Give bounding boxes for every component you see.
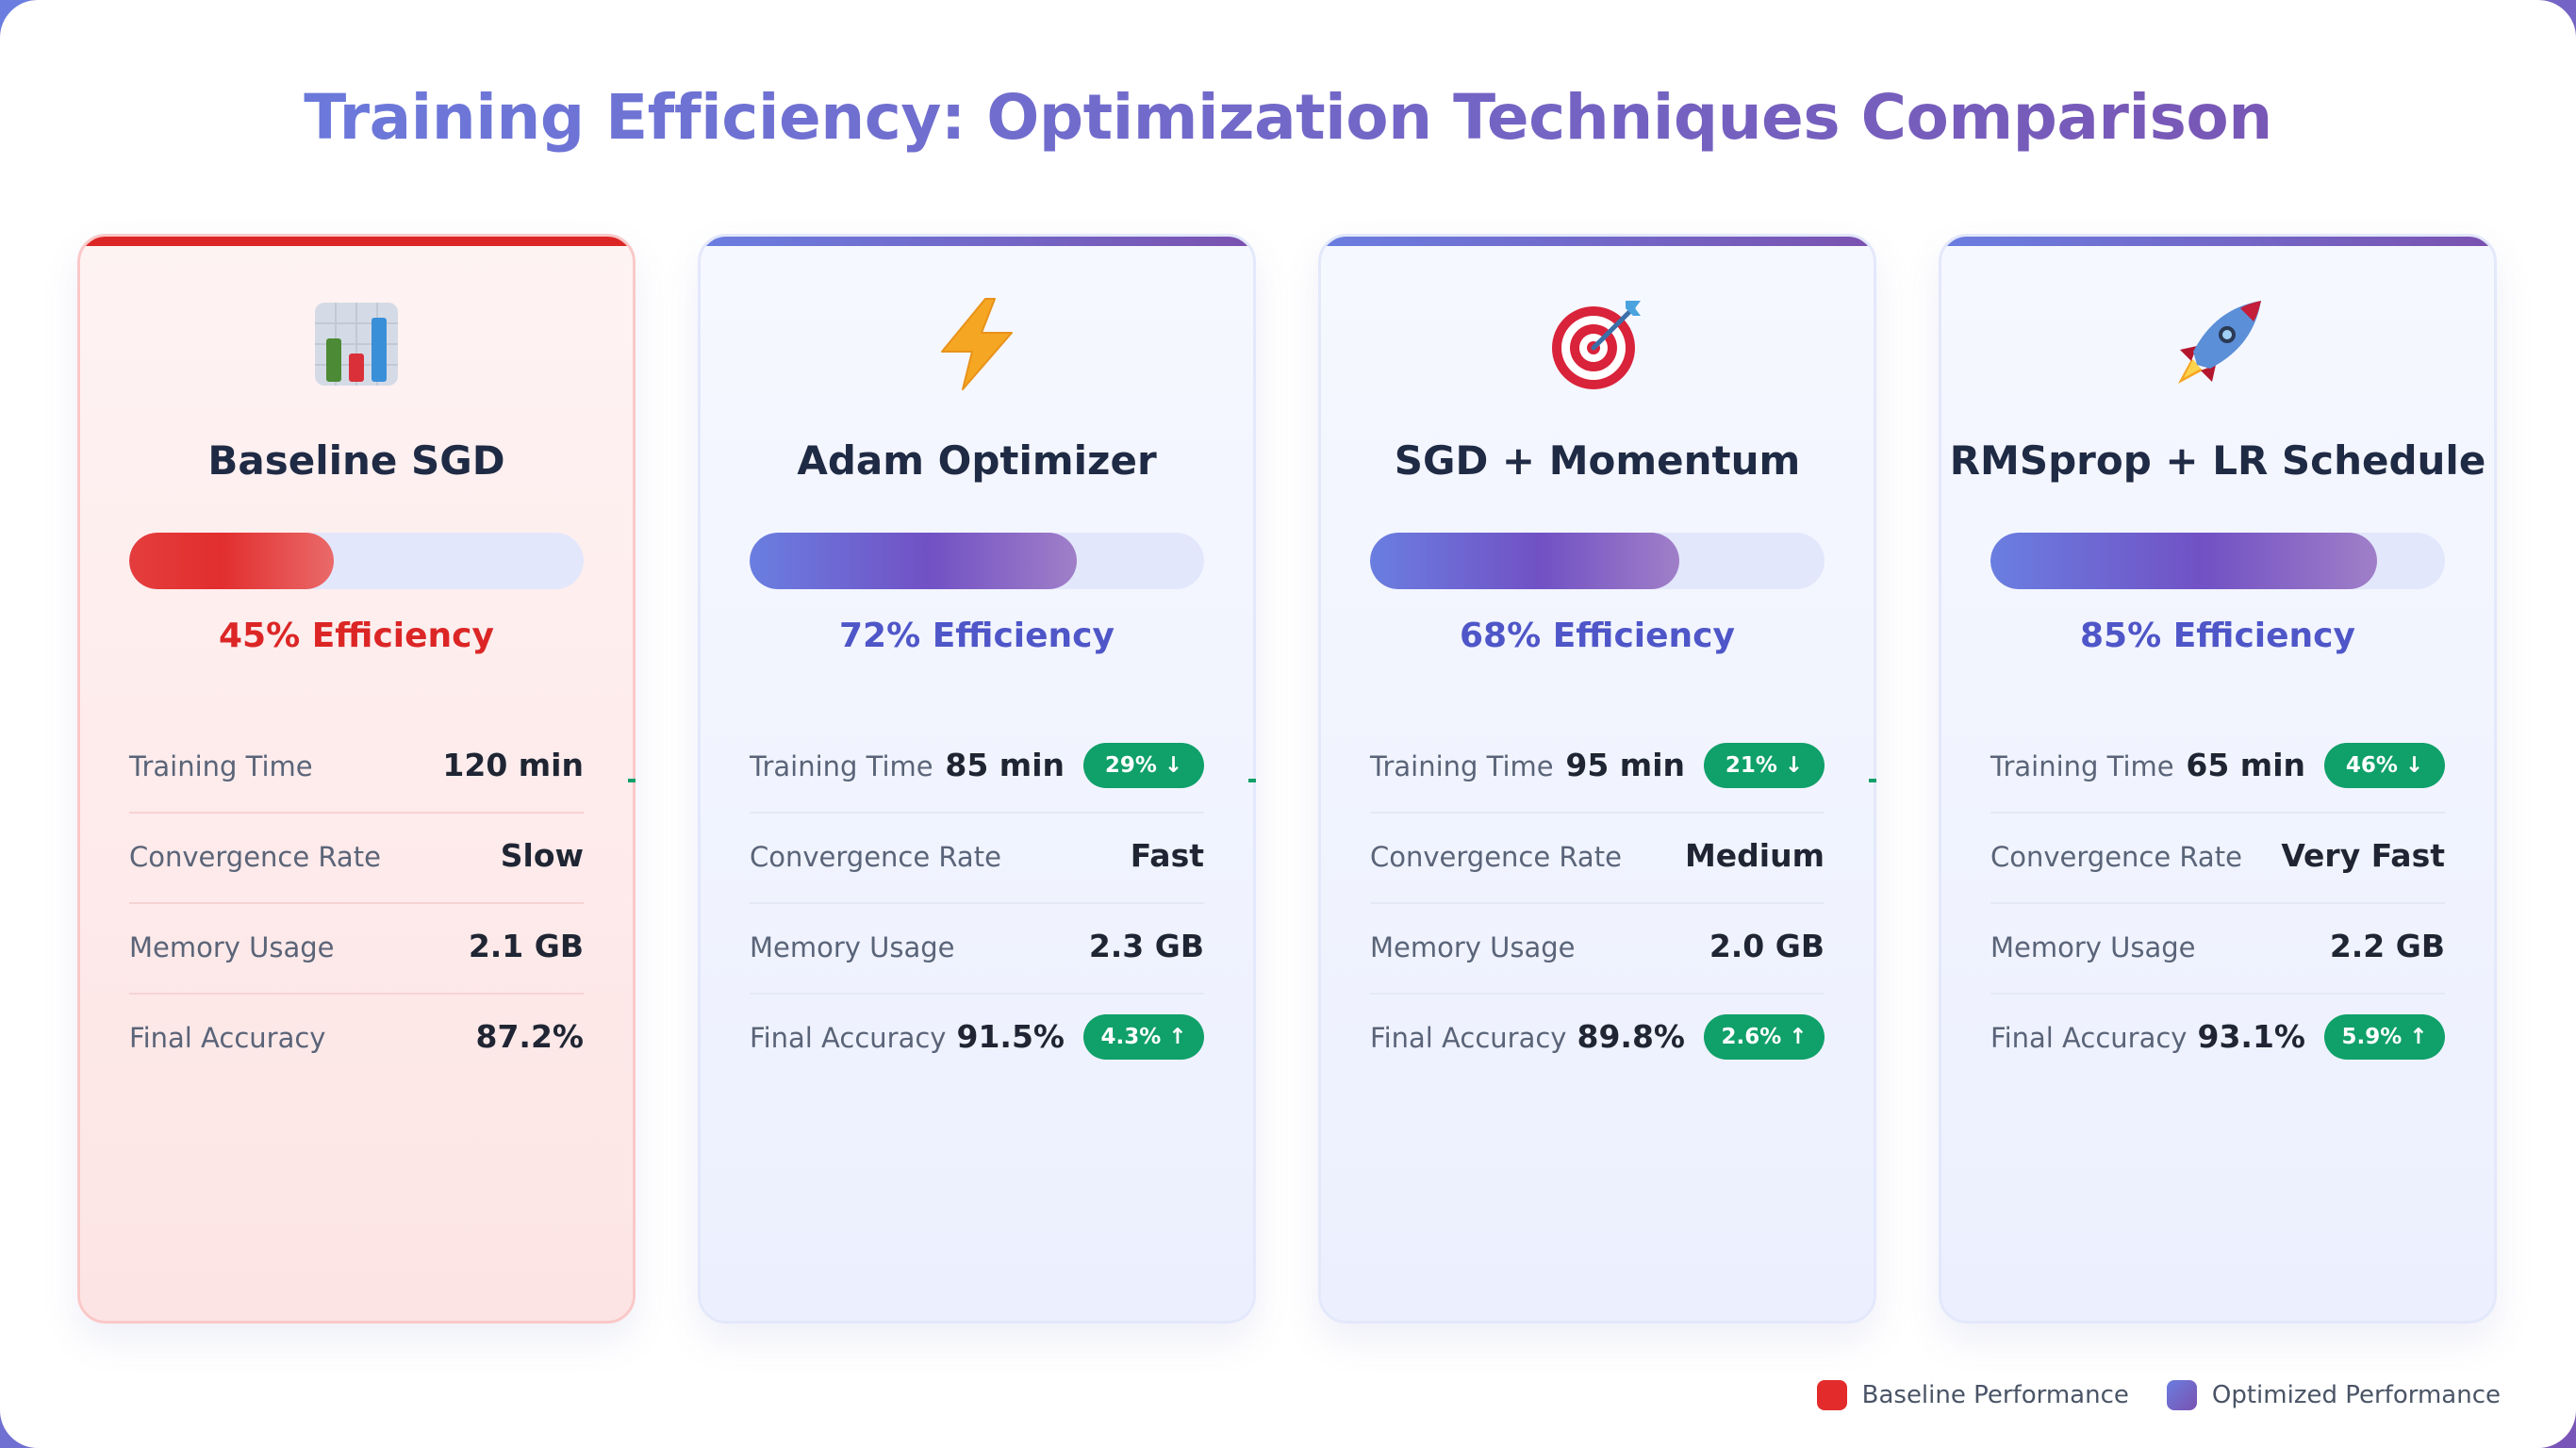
- metric-final-accuracy: Final Accuracy 91.5% 4.3% ↑: [750, 995, 1204, 1083]
- card-title: Baseline SGD: [207, 437, 505, 484]
- metric-memory-usage: Memory Usage 2.2 GB: [1990, 904, 2445, 995]
- efficiency-bar-fill: [750, 533, 1078, 589]
- metric-value: 65 min: [2186, 747, 2305, 783]
- metric-convergence-rate: Convergence Rate Medium: [1370, 814, 1825, 904]
- metric-label: Final Accuracy: [750, 1022, 947, 1054]
- metric-final-accuracy: Final Accuracy 89.8% 2.6% ↑: [1370, 995, 1825, 1083]
- card-title: Adam Optimizer: [797, 437, 1157, 484]
- metric-label: Memory Usage: [1370, 931, 1576, 963]
- metric-value: 120 min: [442, 747, 584, 783]
- metric-training-time: Training Time 85 min 29% ↓: [750, 723, 1204, 814]
- rocket-icon: [1941, 297, 2494, 391]
- card-title: RMSprop + LR Schedule: [1949, 437, 2486, 484]
- card-accent-bar: [1321, 237, 1874, 246]
- metric-label: Final Accuracy: [1370, 1022, 1567, 1054]
- metric-training-time: Training Time 95 min 21% ↓: [1370, 723, 1825, 814]
- improvement-badge: 2.6% ↑: [1704, 1014, 1825, 1060]
- metric-label: Convergence Rate: [1990, 841, 2242, 873]
- card-rmsprop-lr-schedule: RMSprop + LR Schedule 85% Efficiency Tra…: [1939, 234, 2497, 1324]
- metric-memory-usage: Memory Usage 2.0 GB: [1370, 904, 1825, 995]
- metric-value: Very Fast: [2281, 837, 2445, 874]
- efficiency-bar: [129, 533, 584, 589]
- efficiency-label: 68% Efficiency: [1460, 617, 1735, 655]
- legend: Baseline Performance Optimized Performan…: [1779, 1378, 2501, 1412]
- target-icon: [1321, 297, 1874, 391]
- metric-label: Training Time: [129, 750, 313, 782]
- metric-label: Training Time: [1370, 750, 1554, 782]
- card-accent-bar: [701, 237, 1253, 246]
- efficiency-bar-fill: [1370, 533, 1679, 589]
- metric-label: Memory Usage: [129, 931, 335, 963]
- metric-training-time: Training Time 120 min: [129, 723, 584, 814]
- metric-value: 2.2 GB: [2329, 928, 2445, 964]
- metric-value: 87.2%: [475, 1018, 585, 1055]
- metric-value: 2.1 GB: [468, 928, 584, 964]
- card-sgd-momentum: SGD + Momentum 68% Efficiency Training T…: [1318, 234, 1876, 1324]
- legend-item-baseline: Baseline Performance: [1816, 1378, 2129, 1412]
- metric-value: Medium: [1684, 837, 1825, 874]
- metric-value: 93.1%: [2197, 1018, 2306, 1055]
- metrics-list: Training Time 120 min Convergence Rate S…: [129, 723, 584, 1083]
- card-accent-bar: [80, 237, 633, 246]
- metric-label: Final Accuracy: [1990, 1022, 2188, 1054]
- metrics-list: Training Time 85 min 29% ↓ Convergence R…: [750, 723, 1204, 1083]
- efficiency-label: 85% Efficiency: [2080, 617, 2355, 655]
- connector-tick: [1869, 779, 1876, 782]
- metrics-list: Training Time 65 min 46% ↓ Convergence R…: [1990, 723, 2445, 1083]
- metric-value: 95 min: [1565, 747, 1685, 783]
- legend-swatch-optimized: [2166, 1380, 2197, 1410]
- bar-chart-icon: [80, 297, 633, 391]
- improvement-badge: 46% ↓: [2324, 743, 2445, 788]
- efficiency-bar: [750, 533, 1204, 589]
- metric-value: 2.3 GB: [1088, 928, 1204, 964]
- efficiency-label: 45% Efficiency: [219, 617, 494, 655]
- efficiency-bar: [1370, 533, 1825, 589]
- metric-training-time: Training Time 65 min 46% ↓: [1990, 723, 2445, 814]
- metric-label: Memory Usage: [750, 931, 955, 963]
- connector-tick: [628, 779, 636, 782]
- metric-value: 91.5%: [956, 1018, 1065, 1055]
- page-title: Training Efficiency: Optimization Techni…: [0, 75, 2576, 160]
- metric-label: Convergence Rate: [129, 841, 381, 873]
- efficiency-bar-fill: [129, 533, 334, 589]
- card-baseline-sgd: Baseline SGD 45% Efficiency Training Tim…: [77, 234, 636, 1324]
- improvement-badge: 29% ↓: [1083, 743, 1204, 788]
- metric-final-accuracy: Final Accuracy 93.1% 5.9% ↑: [1990, 995, 2445, 1083]
- metric-label: Final Accuracy: [129, 1022, 326, 1054]
- metric-convergence-rate: Convergence Rate Very Fast: [1990, 814, 2445, 904]
- legend-item-optimized: Optimized Performance: [2166, 1378, 2501, 1412]
- metric-memory-usage: Memory Usage 2.1 GB: [129, 904, 584, 995]
- metric-label: Memory Usage: [1990, 931, 2196, 963]
- connector-tick: [1248, 779, 1256, 782]
- metric-convergence-rate: Convergence Rate Slow: [129, 814, 584, 904]
- metric-value: Fast: [1130, 837, 1204, 874]
- metric-final-accuracy: Final Accuracy 87.2%: [129, 995, 584, 1083]
- metric-convergence-rate: Convergence Rate Fast: [750, 814, 1204, 904]
- metric-memory-usage: Memory Usage 2.3 GB: [750, 904, 1204, 995]
- legend-label: Optimized Performance: [2211, 1381, 2501, 1409]
- legend-swatch-baseline: [1816, 1380, 1847, 1410]
- legend-label: Baseline Performance: [1861, 1381, 2129, 1409]
- metric-label: Training Time: [750, 750, 933, 782]
- metric-value: 85 min: [945, 747, 1065, 783]
- card-accent-bar: [1941, 237, 2494, 246]
- improvement-badge: 5.9% ↑: [2324, 1014, 2445, 1060]
- efficiency-label: 72% Efficiency: [839, 617, 1115, 655]
- efficiency-bar: [1990, 533, 2445, 589]
- metrics-list: Training Time 95 min 21% ↓ Convergence R…: [1370, 723, 1825, 1083]
- card-adam-optimizer: Adam Optimizer 72% Efficiency Training T…: [698, 234, 1256, 1324]
- metric-value: Slow: [500, 837, 584, 874]
- efficiency-bar-fill: [1990, 533, 2377, 589]
- metric-label: Convergence Rate: [1370, 841, 1622, 873]
- metric-label: Convergence Rate: [750, 841, 1001, 873]
- improvement-badge: 21% ↓: [1704, 743, 1825, 788]
- card-title: SGD + Momentum: [1394, 437, 1801, 484]
- metric-value: 89.8%: [1577, 1018, 1686, 1055]
- improvement-badge: 4.3% ↑: [1083, 1014, 1204, 1060]
- lightning-icon: [701, 297, 1253, 391]
- metric-label: Training Time: [1990, 750, 2174, 782]
- metric-value: 2.0 GB: [1709, 928, 1825, 964]
